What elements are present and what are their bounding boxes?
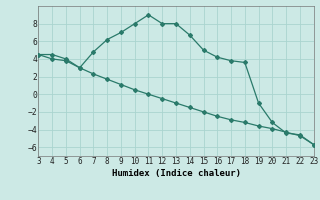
X-axis label: Humidex (Indice chaleur): Humidex (Indice chaleur) bbox=[111, 169, 241, 178]
